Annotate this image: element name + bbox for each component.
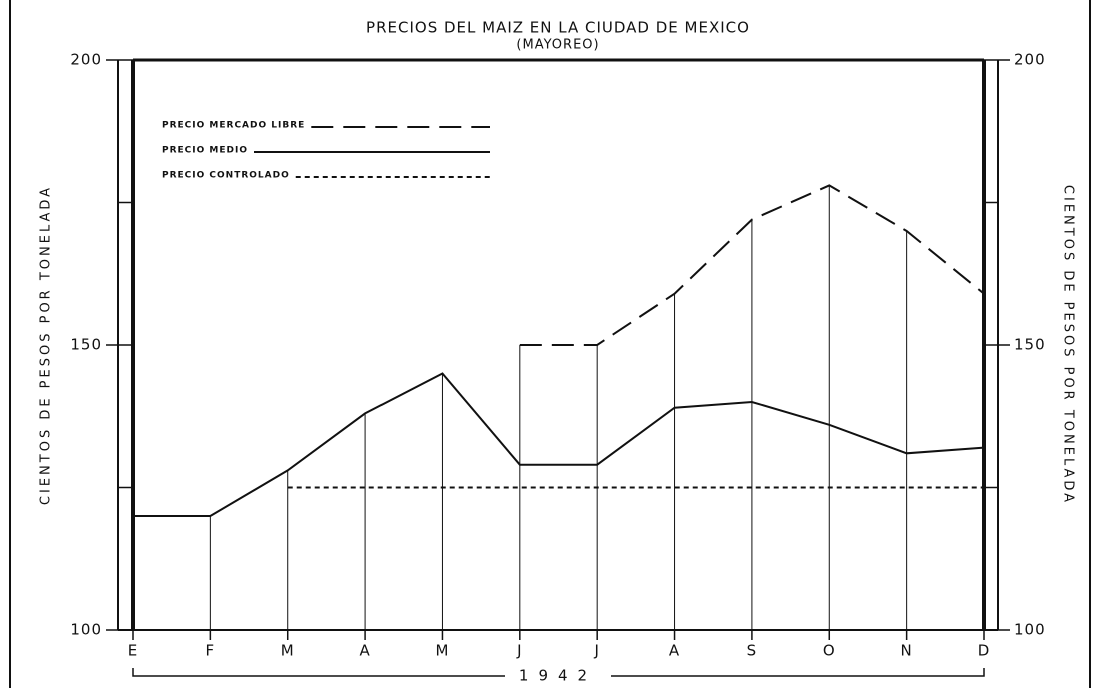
y2-tick-label: 150 <box>1014 336 1046 354</box>
x-tick-label: F <box>206 642 216 660</box>
x-tick-label: S <box>747 642 758 660</box>
y2-tick-label: 100 <box>1014 621 1046 639</box>
x-tick-label: A <box>359 642 370 660</box>
y-tick-label: 150 <box>70 336 102 354</box>
x-tick-label: D <box>978 642 991 660</box>
year-bracket <box>132 668 985 677</box>
y-axis-label: CIENTOS DE PESOS POR TONELADA <box>39 185 54 505</box>
legend-label: PRECIO CONTROLADO <box>162 171 290 181</box>
chart-subtitle: (MAYOREO) <box>516 38 599 53</box>
y-tick-label: 100 <box>70 621 102 639</box>
x-tick-label: N <box>901 642 913 660</box>
series-line <box>133 372 985 517</box>
legend-label: PRECIO MERCADO LIBRE <box>162 121 305 131</box>
x-tick-label: M <box>281 642 295 660</box>
x-tick-label: J <box>516 642 522 660</box>
y2-tick-label: 200 <box>1014 51 1046 69</box>
chart-title: PRECIOS DEL MAIZ EN LA CIUDAD DE MEXICO <box>366 19 750 37</box>
series-line <box>519 184 985 346</box>
x-tick-label: O <box>823 642 836 660</box>
x-tick-label: M <box>435 642 449 660</box>
x-tick-label: A <box>669 642 680 660</box>
x-axis-label: 1942 <box>519 667 597 685</box>
x-tick-label: J <box>593 642 599 660</box>
x-tick-label: E <box>128 642 138 660</box>
y-tick-label: 200 <box>70 51 102 69</box>
legend-label: PRECIO MEDIO <box>162 146 248 156</box>
y2-axis-label: CIENTOS DE PESOS POR TONELADA <box>1061 185 1076 505</box>
